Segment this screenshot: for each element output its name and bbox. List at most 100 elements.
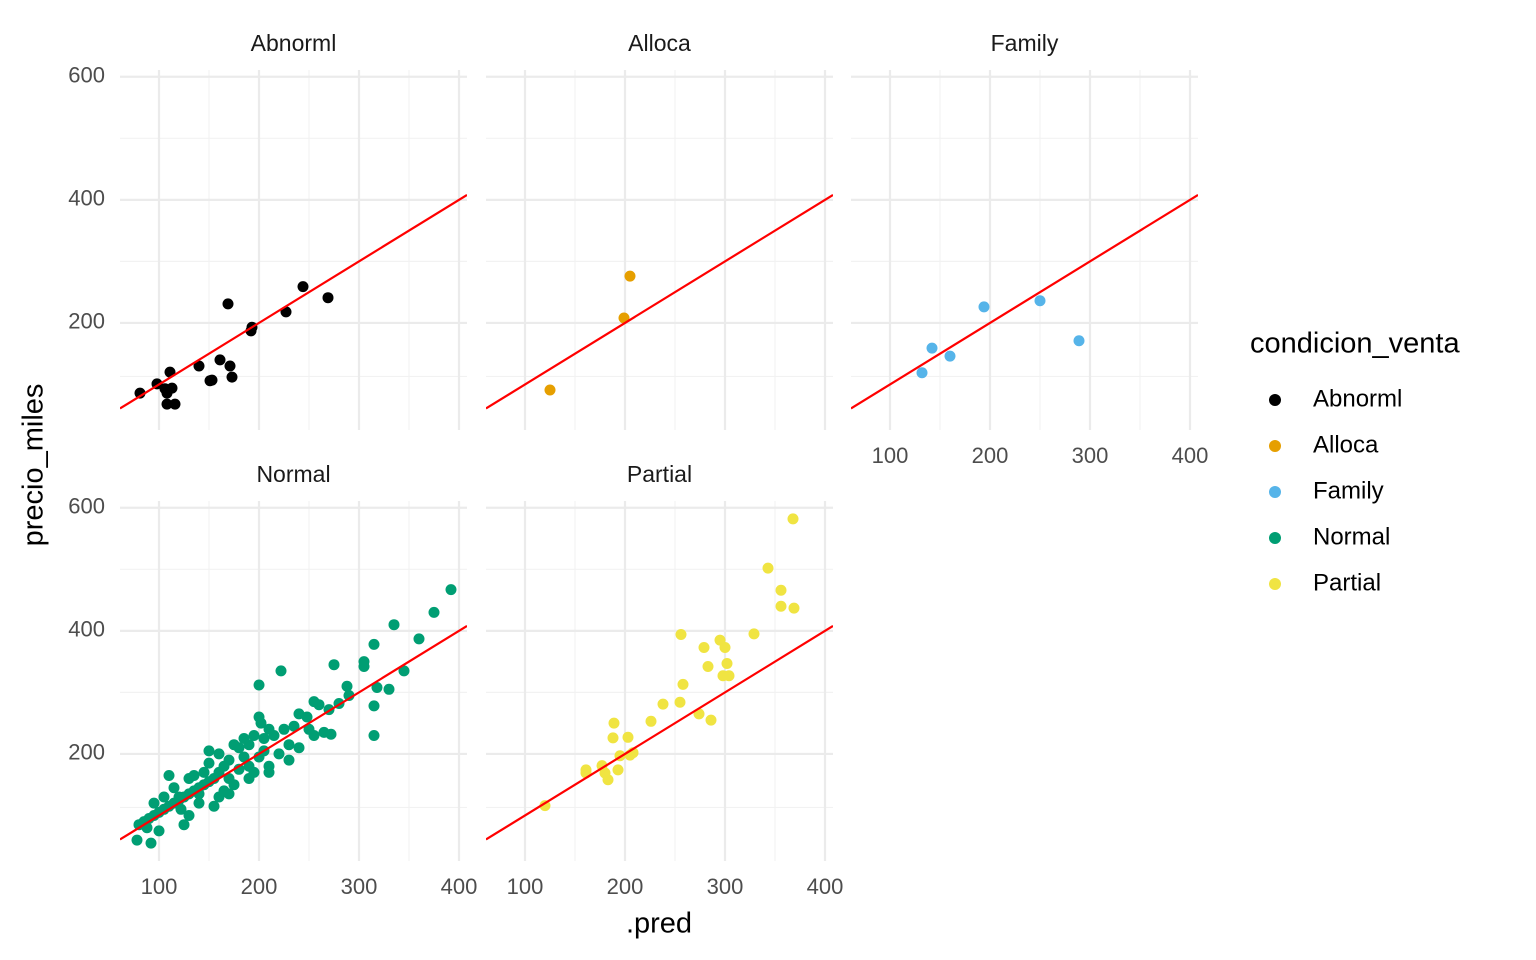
point [253, 679, 265, 691]
x-tick-label: 400 [1172, 443, 1209, 468]
point [645, 715, 657, 727]
point [223, 788, 235, 800]
point [158, 791, 170, 803]
x-tick-label: 200 [607, 874, 644, 899]
legend-label: Alloca [1313, 431, 1379, 458]
plot-area [120, 584, 467, 849]
point [283, 754, 295, 766]
point [283, 739, 295, 751]
x-tick-label: 200 [241, 874, 278, 899]
legend-marker [1269, 394, 1281, 406]
point [183, 773, 195, 785]
legend-label: Abnorml [1313, 385, 1402, 412]
point [383, 683, 395, 695]
x-tick-label: 400 [807, 874, 844, 899]
point [203, 757, 215, 769]
panel: Family 100 200 300 400 [851, 30, 1208, 468]
point [775, 584, 787, 596]
point [204, 375, 216, 387]
y-tick-label: 400 [68, 617, 105, 642]
x-tick-label: 200 [972, 443, 1009, 468]
point [263, 766, 275, 778]
x-tick-label: 300 [707, 874, 744, 899]
reference-line [120, 624, 467, 841]
point [214, 354, 226, 366]
legend-label: Family [1313, 477, 1384, 504]
point [183, 809, 195, 821]
point [371, 681, 383, 693]
point [168, 782, 180, 794]
panel: Partial 100 200 300 400 [486, 461, 843, 899]
reference-line [851, 193, 1198, 410]
point [228, 739, 240, 751]
point [343, 689, 355, 701]
point [193, 360, 205, 372]
point [243, 773, 255, 785]
point [674, 696, 686, 708]
reference-line [486, 193, 833, 410]
point [705, 714, 717, 726]
point [368, 729, 380, 741]
point [224, 360, 236, 372]
x-tick-label: 300 [341, 874, 378, 899]
point [308, 729, 320, 741]
point [208, 800, 220, 812]
point [193, 797, 205, 809]
point [263, 723, 275, 735]
x-tick-label: 400 [441, 874, 478, 899]
point [675, 629, 687, 641]
point [328, 659, 340, 671]
point [677, 678, 689, 690]
point [248, 729, 260, 741]
point [358, 661, 370, 673]
point [198, 766, 210, 778]
panel: Abnorml 200 400 600 [68, 30, 467, 430]
point [413, 633, 425, 645]
point [238, 733, 250, 745]
panel: Normal 100 200 300 400 200 400 600 [68, 461, 477, 899]
x-tick-label: 100 [872, 443, 909, 468]
point [926, 342, 938, 354]
point [288, 720, 300, 732]
point [657, 698, 669, 710]
plot-area [486, 513, 833, 841]
point [238, 751, 250, 763]
strip-title: Partial [627, 461, 692, 487]
point [624, 270, 636, 282]
strip-title: Family [991, 30, 1059, 56]
plot-area [486, 193, 833, 410]
point [368, 700, 380, 712]
point [173, 791, 185, 803]
point [428, 606, 440, 618]
point [226, 371, 238, 383]
point [944, 350, 956, 362]
point [178, 819, 190, 831]
y-tick-label: 600 [68, 63, 105, 88]
point [134, 387, 146, 399]
legend-marker [1269, 440, 1281, 452]
y-tick-label: 600 [68, 494, 105, 519]
point [325, 728, 337, 740]
point [978, 301, 990, 313]
point [153, 825, 165, 837]
point [278, 723, 290, 735]
legend-label: Partial [1313, 569, 1381, 596]
point [748, 628, 760, 640]
point [608, 717, 620, 729]
point [775, 600, 787, 612]
point [161, 398, 173, 410]
point [341, 680, 353, 692]
point [398, 665, 410, 677]
x-tick-label: 300 [1072, 443, 1109, 468]
point [721, 657, 733, 669]
point [193, 788, 205, 800]
legend-title: condicion_venta [1250, 328, 1460, 360]
point [169, 398, 181, 410]
point [222, 298, 234, 310]
point [293, 742, 305, 754]
legend-label: Normal [1313, 523, 1390, 550]
reference-line [486, 624, 833, 841]
panel: Alloca [486, 30, 833, 430]
point [1034, 295, 1046, 307]
